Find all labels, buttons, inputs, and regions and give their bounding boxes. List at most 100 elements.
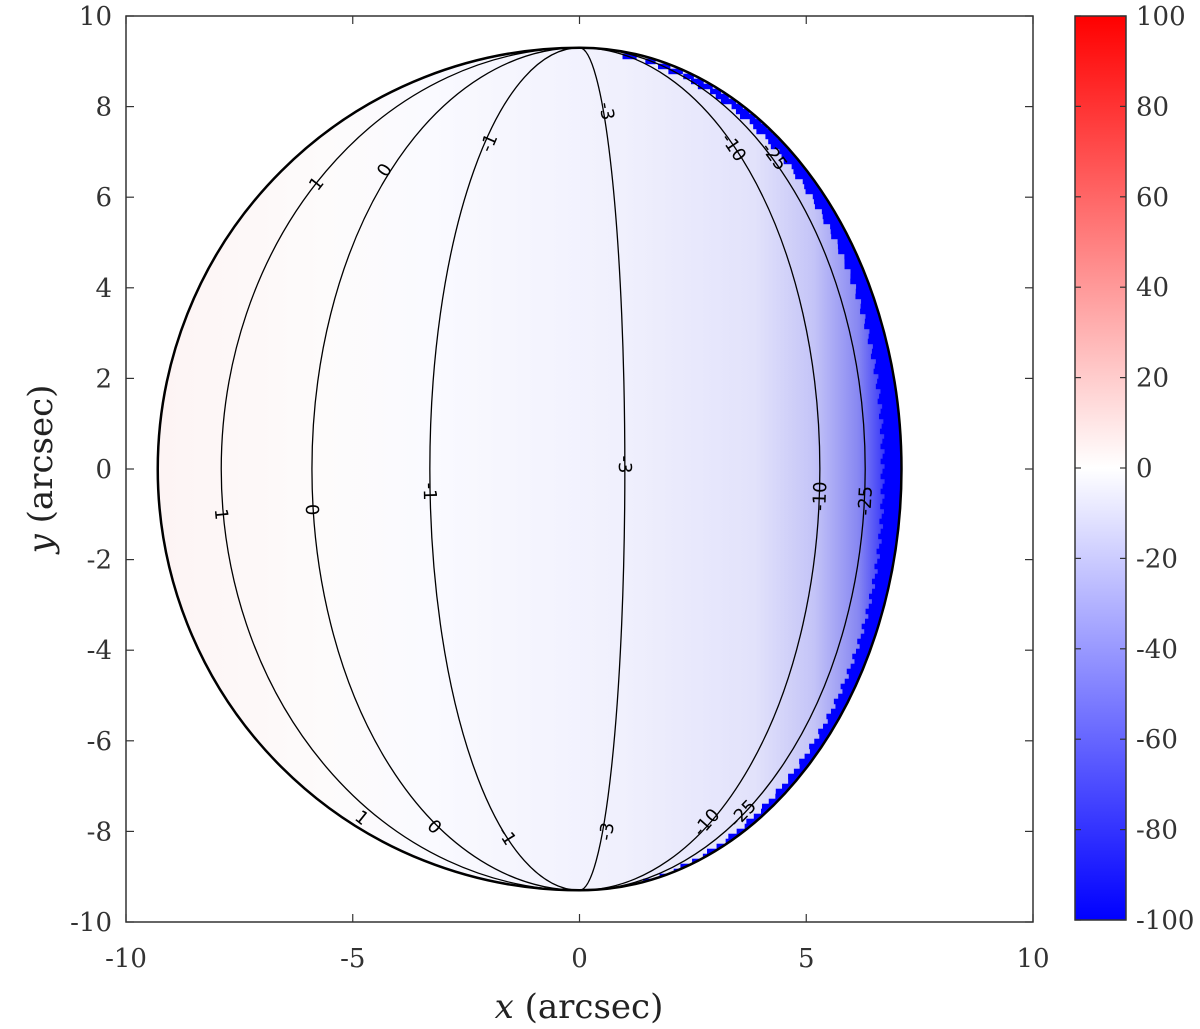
limb-pixel [830,708,848,715]
limb-pixel [884,463,902,470]
colorbar-tick-label: -60 [1136,725,1178,755]
colorbar-tick-label: 60 [1136,183,1169,213]
limb-pixel [876,548,899,555]
y-tick-label: -10 [70,908,112,938]
limb-pixel [850,273,868,280]
limb-pixel [879,393,900,400]
limb-pixel [865,313,882,320]
limb-pixel [861,623,882,630]
limb-pixel [867,338,889,345]
limb-pixel [770,143,788,150]
limb-pixel [850,268,866,275]
limb-pixel [690,78,704,85]
limb-pixel [720,98,737,105]
limb-pixel [875,583,893,590]
limb-pixel [683,73,694,80]
limb-pixel [783,158,801,165]
limb-pixel [782,783,797,790]
limb-pixel [879,428,902,435]
limb-pixel [793,768,809,775]
limb-pixel [880,388,899,395]
limb-pixel [883,508,902,515]
limb-pixel [868,603,888,610]
limb-pixel [879,413,902,420]
limb-pixel [880,408,902,415]
colorbar-tick-label: 20 [1136,364,1169,394]
limb-pixel [799,758,817,765]
limb-pixel [870,353,893,360]
limb-pixel [881,513,902,520]
limb-pixel [844,678,862,685]
y-tick-label: 0 [95,455,112,485]
limb-pixel [827,718,842,725]
contour-line [220,47,580,891]
limb-pixel [884,448,902,455]
limb-pixel [869,328,887,335]
limb-pixel [809,748,824,755]
limb-pixel [842,688,858,695]
limb-pixel [873,368,896,375]
limb-pixel [749,118,762,125]
limb-pixel [861,298,878,305]
contour-label: -10 [809,481,831,511]
limb-pixel [831,233,850,240]
limb-pixel [823,723,839,730]
y-tick-label: 6 [95,183,112,213]
limb-pixel [710,88,722,95]
colorbar-tick-label: -80 [1136,816,1178,846]
limb-pixel [881,423,902,430]
limb-pixel [697,83,713,90]
limb-pixel [884,493,902,500]
limb-pixel [880,458,902,465]
colorbar-tick-label: 0 [1136,454,1153,484]
contour-line [311,47,580,891]
limb-pixel [844,263,864,270]
colorbar-tick-label: -100 [1136,906,1194,936]
limb-pixel [877,568,896,575]
limb-pixel [809,743,827,750]
colorbar-ticks: 100 80 60 40 20 0 -20 -40 -60 -80 -100 [1075,2,1194,936]
limb-pixel [879,553,898,560]
limb-pixel [880,473,902,480]
y-tick-label: -2 [87,546,112,576]
limb-pixel [768,138,783,145]
disk-fill [157,47,902,891]
limb-pixel [765,133,778,140]
limb-pixel [850,663,869,670]
colorbar-tick-label: 100 [1136,2,1186,32]
limb-pixel [795,173,813,180]
limb-pixel [837,238,853,245]
limb-pixel [871,578,894,585]
limb-pixel [883,418,902,425]
limb-pixel [877,378,898,385]
limb-pixel [850,278,870,285]
colorbar-tick-label: 80 [1136,92,1169,122]
limb-pixel [856,283,872,290]
contour-line [579,47,626,891]
limb-pixel [838,248,857,255]
limb-pixel [878,373,897,380]
disk-limb [156,46,903,892]
limb-pixel [882,483,902,490]
colorbar-gradient [1074,15,1127,921]
limb-pixel [822,213,839,220]
limb-pixel [884,478,902,485]
x-tick-label: -10 [105,944,147,974]
limb-pixel [882,403,901,410]
limb-pixel [854,658,870,665]
y-tick-label: 2 [95,364,112,394]
limb-pixel [840,683,860,690]
limb-pixel [864,323,885,330]
limb-pixel [668,68,683,75]
limb-pixel [739,113,756,120]
colorbar: 100 80 60 40 20 0 -20 -40 -60 -80 -100 [1074,2,1194,936]
limb-pixel [877,558,898,565]
limb-pixel [830,228,847,235]
limb-pixel [804,753,820,760]
y-tick-label: -4 [87,636,112,666]
limb-pixel [779,148,792,155]
limb-pixel [848,673,864,680]
limb-pixel [855,293,876,300]
limb-pixel [864,318,884,325]
